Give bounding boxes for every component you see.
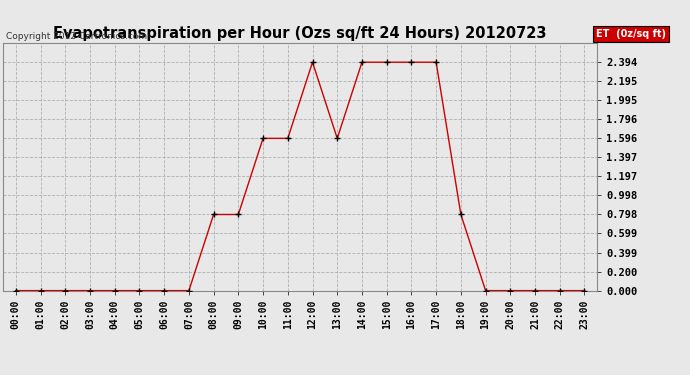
Title: Evapotranspiration per Hour (Ozs sq/ft 24 Hours) 20120723: Evapotranspiration per Hour (Ozs sq/ft 2… — [53, 26, 547, 40]
Text: ET  (0z/sq ft): ET (0z/sq ft) — [596, 29, 667, 39]
Text: Copyright 2012 Cartronics.com: Copyright 2012 Cartronics.com — [6, 32, 147, 41]
